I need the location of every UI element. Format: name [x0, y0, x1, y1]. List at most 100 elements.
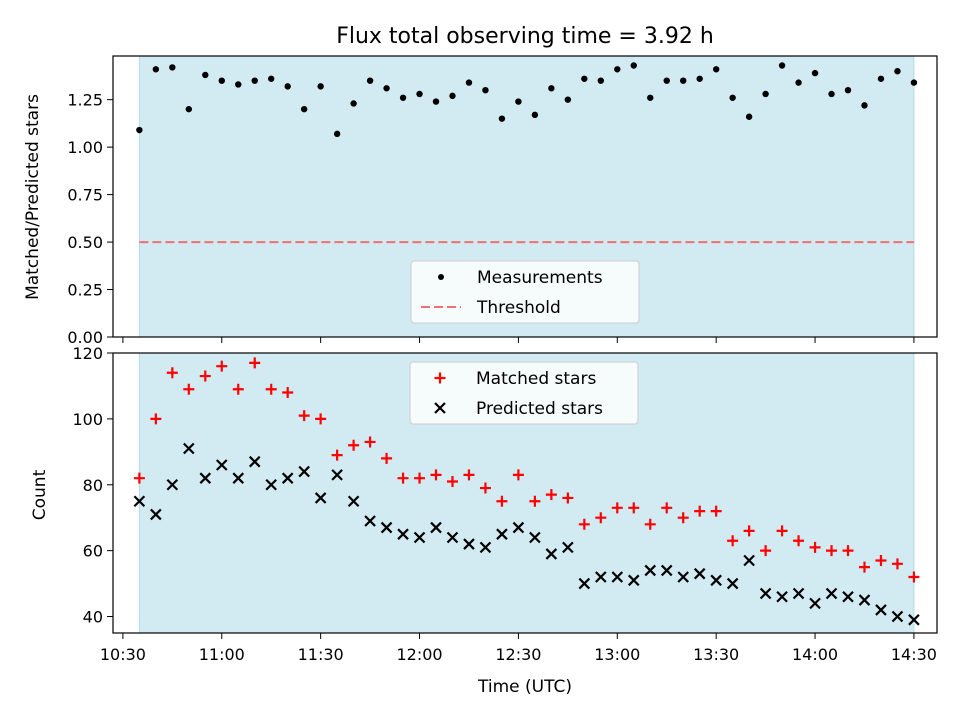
matched-star-point	[743, 525, 755, 537]
matched-star-point	[694, 505, 706, 517]
measurement-point	[383, 85, 390, 92]
predicted-star-point	[693, 567, 706, 580]
predicted-star-point	[842, 590, 854, 603]
measurement-point	[811, 69, 819, 77]
ratio-y-axis-label: Matched/Predicted stars	[23, 94, 43, 300]
predicted-star-point	[908, 614, 920, 626]
matched-star-point	[183, 383, 195, 395]
measurement-point	[136, 126, 143, 134]
measurement-point	[317, 83, 324, 90]
measurement-point	[251, 77, 258, 84]
measurement-point	[465, 79, 473, 86]
predicted-star-point	[529, 531, 541, 544]
measurement-point	[515, 98, 522, 105]
x-tick-label: 13:30	[693, 645, 739, 664]
matched-star-point	[381, 452, 393, 464]
measurement-point	[795, 79, 802, 86]
measurement-point	[169, 64, 176, 71]
predicted-star-point	[364, 515, 376, 527]
matched-star-point	[562, 492, 574, 504]
predicted-star-point	[776, 590, 788, 603]
predicted-star-point	[199, 472, 212, 484]
measurement-point	[432, 98, 440, 105]
matched-star-point	[166, 367, 178, 379]
predicted-star-point	[298, 465, 310, 478]
x-tick-label: 13:00	[594, 645, 640, 664]
matched-star-point	[331, 449, 343, 461]
predicted-star-point	[463, 538, 475, 550]
predicted-star-point	[644, 564, 657, 577]
matched-star-point	[150, 413, 162, 425]
count-y-axis-label: Count	[30, 469, 50, 520]
predicted-star-point	[215, 459, 228, 471]
legend: Matched stars Predicted stars	[409, 361, 639, 425]
predicted-star-point	[595, 571, 607, 583]
predicted-star-point	[413, 531, 426, 544]
predicted-star-point	[265, 478, 277, 491]
matched-star-point	[216, 360, 228, 372]
matched-star-point	[793, 535, 805, 547]
predicted-star-point	[660, 564, 673, 577]
predicted-star-point	[545, 548, 558, 560]
predicted-star-point	[677, 571, 689, 583]
predicted-star-point	[726, 577, 739, 590]
matched-star-point	[463, 469, 475, 481]
y-tick-label: 100	[72, 410, 103, 429]
matched-star-point	[282, 387, 294, 399]
measurement-point	[663, 77, 670, 84]
legend-box	[409, 361, 639, 425]
measurement-point	[581, 75, 588, 82]
matched-star-point	[249, 357, 261, 369]
predicted-star-point	[479, 541, 492, 554]
measurement-point	[202, 71, 209, 79]
predicted-star-point	[347, 495, 360, 508]
measurement-point	[696, 75, 703, 82]
matched-star-point	[265, 383, 277, 395]
predicted-star-point	[166, 478, 179, 491]
legend-label: Matched stars	[476, 369, 596, 389]
measurement-point	[597, 77, 605, 84]
measurement-point	[531, 111, 539, 119]
predicted-star-point	[710, 574, 722, 587]
predicted-star-point	[792, 587, 805, 600]
axes-frame	[112, 55, 938, 338]
measurement-point	[844, 86, 852, 94]
matched-star-point	[611, 502, 623, 514]
predicted-star-point	[611, 571, 624, 583]
matched-star-point	[891, 558, 903, 570]
matched-star-point	[479, 482, 491, 494]
predicted-star-point	[891, 610, 904, 623]
y-tick-label: 60	[83, 542, 103, 561]
x-tick-label: 12:00	[396, 645, 442, 664]
matched-star-point	[677, 512, 689, 524]
y-tick-label: 80	[83, 476, 103, 495]
matched-star-point	[397, 472, 409, 484]
predicted-star-point	[627, 574, 640, 587]
legend-label: Measurements	[477, 268, 603, 288]
measurement-point	[333, 130, 341, 138]
y-tick-label: 0.00	[67, 328, 103, 347]
predicted-star-point	[183, 442, 195, 455]
predicted-star-point	[825, 587, 838, 600]
legend-label: Predicted stars	[476, 399, 603, 419]
matched-star-point	[529, 495, 541, 507]
measurement-point	[828, 90, 835, 98]
measurement-point	[564, 96, 572, 103]
matched-star-point	[628, 502, 640, 514]
measurement-point	[778, 62, 786, 69]
predicted-star-point	[743, 554, 755, 567]
y-tick-label: 0.75	[67, 186, 103, 205]
measurement-point	[284, 83, 291, 90]
measurement-point	[300, 105, 308, 113]
matched-star-point	[908, 571, 920, 583]
measurement-point	[877, 75, 885, 82]
y-tick-label: 0.50	[67, 233, 103, 252]
x-tick-label: 10:30	[100, 645, 146, 664]
matched-star-point	[298, 410, 310, 422]
measurement-point	[614, 66, 621, 73]
measurement-point	[268, 75, 275, 82]
matched-star-point	[512, 469, 524, 481]
measurement-point	[861, 102, 868, 109]
predicted-star-point	[232, 472, 245, 484]
